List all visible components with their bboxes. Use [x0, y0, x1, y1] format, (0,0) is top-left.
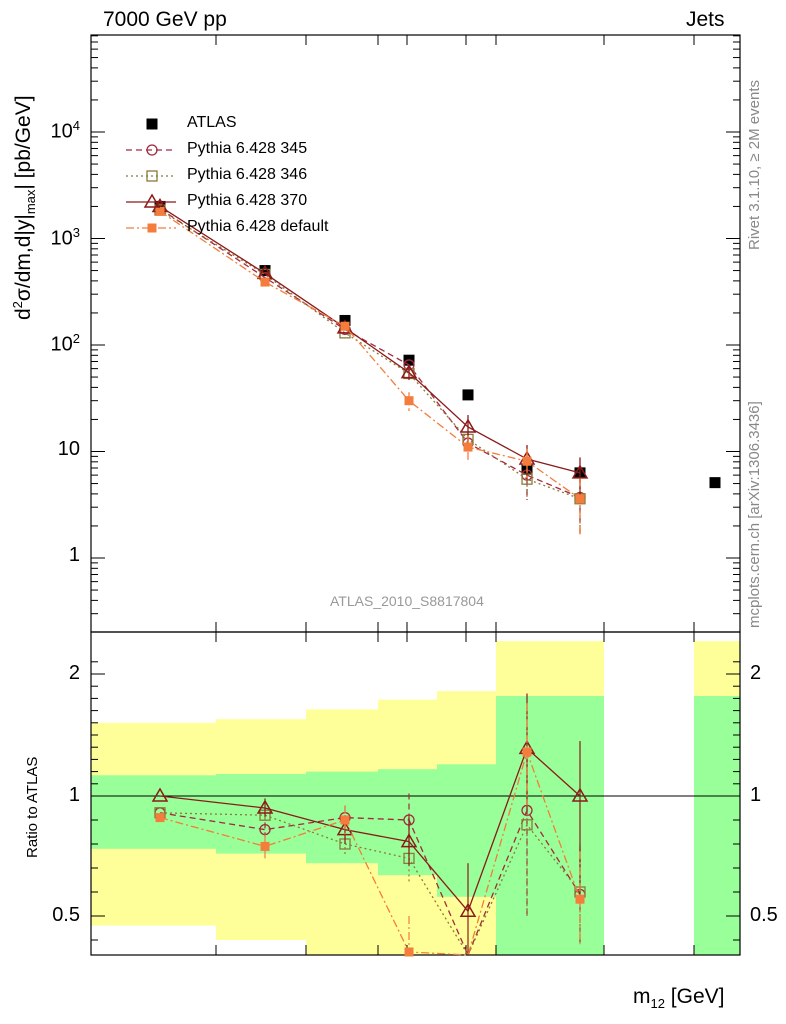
y-tick-label-ratio: 1	[68, 784, 80, 806]
main-data-point	[260, 277, 270, 287]
ratio-data-point	[336, 821, 354, 836]
main-data-point	[459, 418, 477, 433]
header-right-label: Jets	[686, 8, 725, 31]
ratio-band-inner	[496, 695, 604, 955]
legend-entry-label: Pythia 6.428 346	[187, 166, 308, 183]
main-data-point	[462, 389, 474, 401]
rivet-version-label: Rivet 3.1.10, ≥ 2M events	[746, 80, 763, 250]
ratio-frame	[90, 631, 741, 956]
main-data-point	[400, 364, 418, 379]
main-data-point	[340, 321, 350, 331]
main-series-line	[159, 205, 581, 474]
xlabel-m: m	[633, 985, 651, 1008]
ratio-data-point	[260, 841, 270, 851]
ratio-band-inner	[91, 775, 216, 849]
ylabel-sup: 2	[10, 301, 25, 309]
ratio-data-point	[521, 819, 533, 831]
legend-marker	[147, 223, 157, 233]
main-data-point	[463, 442, 473, 452]
y-tick-label-ratio-right: 2	[750, 662, 762, 684]
ratio-band-inner	[694, 695, 740, 955]
ratio-data-point	[340, 815, 350, 825]
y-tick-label-ratio-right: 0.5	[750, 904, 778, 926]
ratio-data-point	[459, 902, 477, 917]
ratio-data-point	[522, 747, 532, 757]
legend-marker	[146, 170, 158, 182]
y-tick-label-main: 104	[50, 118, 80, 143]
main-y-axis-label: d2σ/dm,d|y|max| [pb/GeV]	[10, 95, 38, 320]
y-tick-label-main: 1	[68, 544, 80, 566]
header-left-label: 7000 GeV pp	[103, 8, 227, 31]
y-tick-label-ratio: 2	[68, 662, 80, 684]
ratio-data-point	[155, 813, 165, 823]
ylabel-d: d	[12, 308, 35, 320]
x-axis-label: m12 [GeV]	[633, 985, 725, 1011]
ratio-data-point	[404, 947, 414, 957]
y-tick-label-ratio-right: 1	[750, 784, 762, 806]
main-data-point	[709, 477, 721, 489]
mcplots-label: mcplots.cern.ch [arXiv:1306.3436]	[746, 401, 763, 628]
ratio-band-inner	[378, 769, 437, 876]
ratio-data-point	[571, 787, 589, 802]
ylabel-rest: σ/dm,d|y|	[12, 214, 35, 302]
y-tick-label-main: 102	[50, 331, 80, 356]
ratio-data-point	[256, 799, 274, 814]
ratio-band-inner	[216, 774, 306, 854]
legend-marker	[146, 144, 158, 156]
ylabel-unit: | [pb/GeV]	[12, 95, 35, 190]
ratio-data-point	[151, 787, 169, 802]
ylabel-sub: max	[23, 189, 39, 215]
analysis-id-label: ATLAS_2010_S8817804	[330, 593, 484, 609]
main-data-point	[522, 456, 532, 466]
legend-marker	[143, 193, 161, 208]
main-series-line	[159, 210, 581, 500]
xlabel-unit: [GeV]	[664, 985, 725, 1008]
main-data-point	[404, 396, 414, 406]
ratio-y-axis-label: Ratio to ATLAS	[24, 756, 41, 858]
y-tick-label-main: 103	[50, 224, 80, 250]
y-tick-label-ratio: 0.5	[52, 904, 80, 926]
legend-marker	[146, 118, 158, 130]
main-data-point	[155, 206, 165, 216]
ratio-band-inner	[437, 764, 496, 897]
legend-entry-label: Pythia 6.428 default	[187, 218, 329, 235]
ratio-data-point	[575, 894, 585, 904]
main-data-point	[575, 494, 585, 504]
main-data-point	[571, 464, 589, 479]
legend-entry-label: ATLAS	[187, 114, 237, 131]
xlabel-sub: 12	[650, 996, 665, 1012]
legend-entry-label: Pythia 6.428 345	[187, 140, 308, 157]
main-data-point	[259, 265, 271, 277]
y-tick-label-main: 10	[57, 437, 80, 460]
ratio-data-point	[400, 833, 418, 848]
legend-entry-label: Pythia 6.428 370	[187, 192, 308, 209]
